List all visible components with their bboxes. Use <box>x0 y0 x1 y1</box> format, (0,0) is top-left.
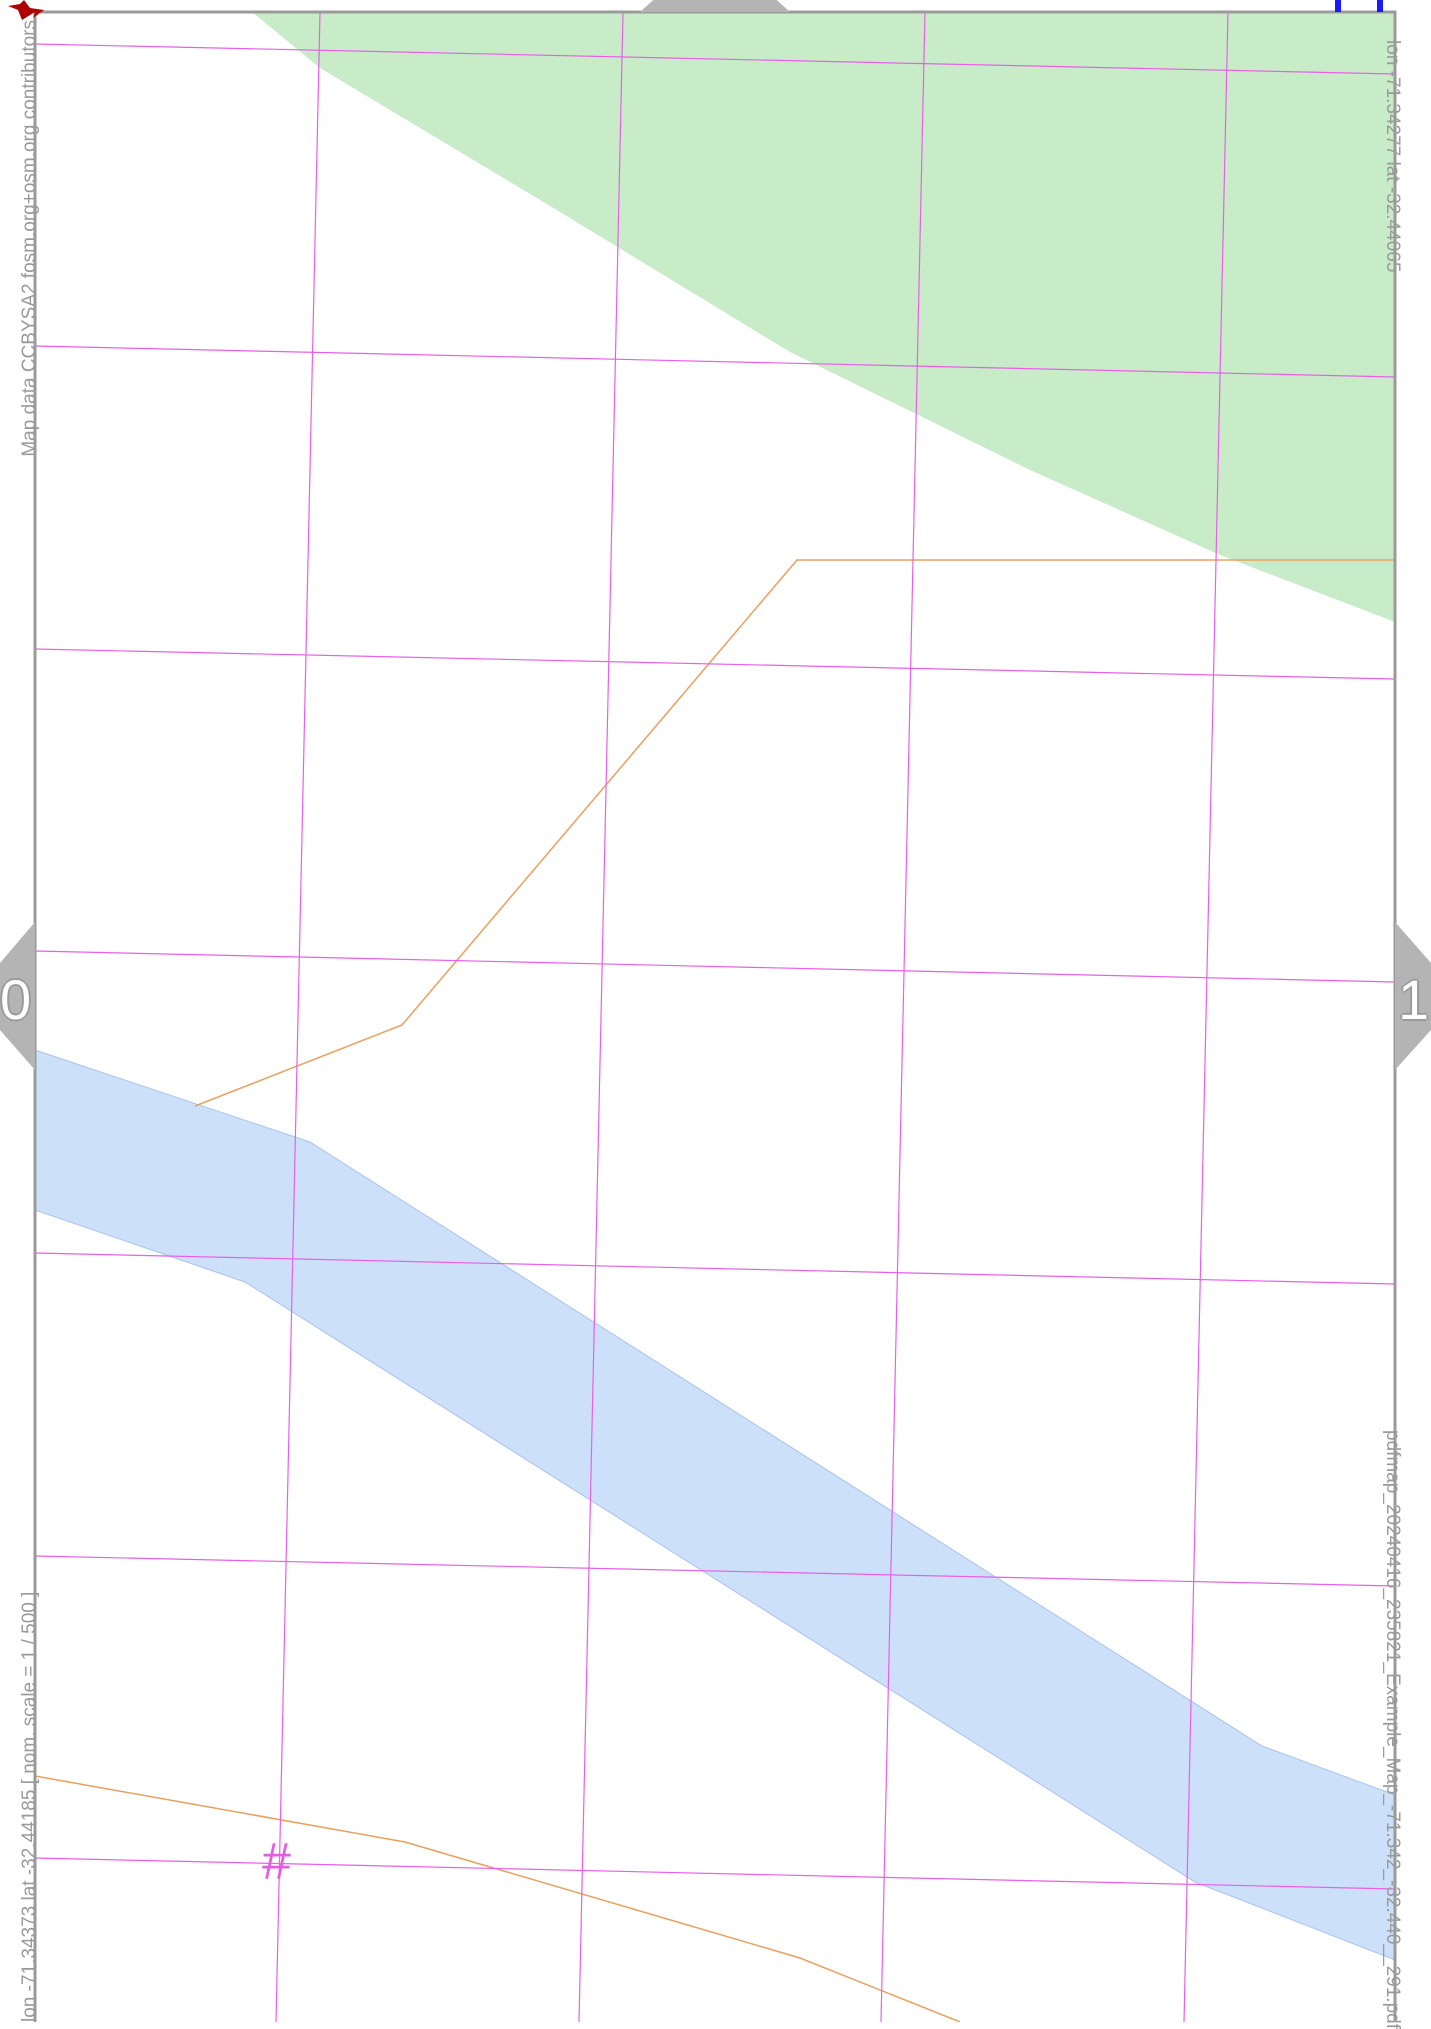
grid-hash-marker: # <box>262 1833 291 1891</box>
footpath-lower <box>34 1775 961 2022</box>
nav-arrow-left[interactable] <box>0 922 35 1070</box>
map-attribution: Map data CCBYSA2 fosm.org+osm.org contri… <box>19 20 40 457</box>
red-star-marker-icon <box>8 0 44 20</box>
nav-arrow-top[interactable] <box>640 0 790 12</box>
grid-lines-vertical <box>275 11 1229 2022</box>
file-name-label: pdfmap_20240416_235821_Example_Map_-71.3… <box>1382 1430 1403 2029</box>
coordinate-bottom-left: lon -71.34373 lat -32.44185 [ nom. scale… <box>19 1591 40 2022</box>
coordinate-top-right: lon -71.34277 lat -32.44065 <box>1382 40 1403 273</box>
blue-marker-icon <box>1335 0 1383 12</box>
footpath-upper <box>194 559 1395 1107</box>
grid-lines-horizontal <box>34 43 1396 1890</box>
river-area <box>34 1049 1396 1961</box>
nav-arrow-right[interactable] <box>1395 922 1431 1070</box>
park-area <box>252 12 1395 622</box>
nav-left-page-number[interactable]: 0 <box>0 968 32 1031</box>
nav-right-page-number[interactable]: 1 <box>1398 968 1430 1031</box>
